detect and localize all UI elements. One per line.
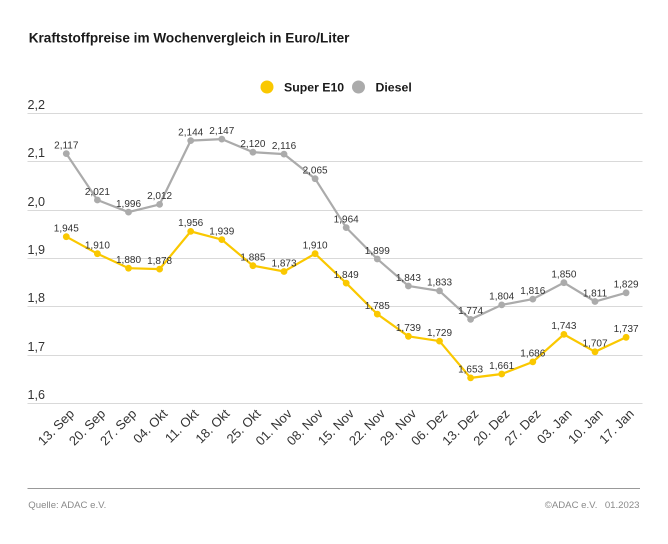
svg-text:1,873: 1,873 [271, 258, 296, 269]
svg-text:1,653: 1,653 [458, 365, 483, 376]
svg-text:1,945: 1,945 [54, 224, 79, 235]
svg-text:Quelle: ADAC e.V.: Quelle: ADAC e.V. [28, 500, 106, 511]
svg-text:1,9: 1,9 [28, 243, 46, 257]
svg-text:1,939: 1,939 [209, 226, 234, 237]
svg-text:2,021: 2,021 [85, 187, 110, 198]
svg-text:1,686: 1,686 [520, 349, 545, 360]
svg-text:1,956: 1,956 [178, 218, 203, 229]
svg-text:1,707: 1,707 [582, 339, 607, 350]
svg-text:2,065: 2,065 [303, 166, 328, 177]
svg-text:1,811: 1,811 [583, 288, 608, 299]
svg-text:1,849: 1,849 [334, 270, 359, 281]
svg-text:1,964: 1,964 [334, 214, 359, 225]
svg-text:©ADAC e.V. 01.2023: ©ADAC e.V. 01.2023 [545, 500, 640, 511]
svg-text:2,0: 2,0 [28, 195, 46, 209]
svg-text:1,829: 1,829 [614, 280, 639, 291]
svg-text:2,147: 2,147 [209, 126, 234, 137]
svg-text:2,012: 2,012 [147, 191, 172, 202]
svg-text:Super E10: Super E10 [284, 80, 344, 94]
svg-text:1,878: 1,878 [147, 256, 172, 267]
svg-text:1,774: 1,774 [458, 306, 483, 317]
svg-text:1,737: 1,737 [614, 324, 639, 335]
svg-text:1,833: 1,833 [427, 278, 452, 289]
svg-text:1,729: 1,729 [427, 328, 452, 339]
svg-text:2,117: 2,117 [54, 140, 79, 151]
svg-text:1,804: 1,804 [489, 292, 514, 303]
svg-text:1,8: 1,8 [28, 291, 46, 305]
svg-text:1,739: 1,739 [396, 323, 421, 334]
svg-text:1,785: 1,785 [365, 301, 390, 312]
svg-text:Kraftstoffpreise im Wochenverg: Kraftstoffpreise im Wochenvergleich in E… [29, 30, 350, 45]
svg-text:1,996: 1,996 [116, 199, 141, 210]
svg-text:1,910: 1,910 [303, 241, 328, 252]
svg-text:1,850: 1,850 [551, 270, 576, 281]
svg-text:1,6: 1,6 [28, 388, 46, 402]
svg-text:1,661: 1,661 [489, 361, 514, 372]
svg-text:2,116: 2,116 [272, 141, 297, 152]
svg-text:1,743: 1,743 [551, 321, 576, 332]
svg-text:1,885: 1,885 [240, 253, 265, 264]
svg-text:1,7: 1,7 [28, 340, 46, 354]
svg-text:2,120: 2,120 [240, 139, 265, 150]
svg-text:Diesel: Diesel [376, 80, 412, 94]
svg-text:2,144: 2,144 [178, 127, 203, 138]
svg-text:1,843: 1,843 [396, 273, 421, 284]
svg-text:1,910: 1,910 [85, 241, 110, 252]
svg-text:1,899: 1,899 [365, 246, 390, 257]
svg-text:2,1: 2,1 [28, 146, 46, 160]
svg-text:1,816: 1,816 [520, 286, 545, 297]
svg-text:1,880: 1,880 [116, 255, 141, 266]
svg-text:2,2: 2,2 [28, 98, 46, 112]
